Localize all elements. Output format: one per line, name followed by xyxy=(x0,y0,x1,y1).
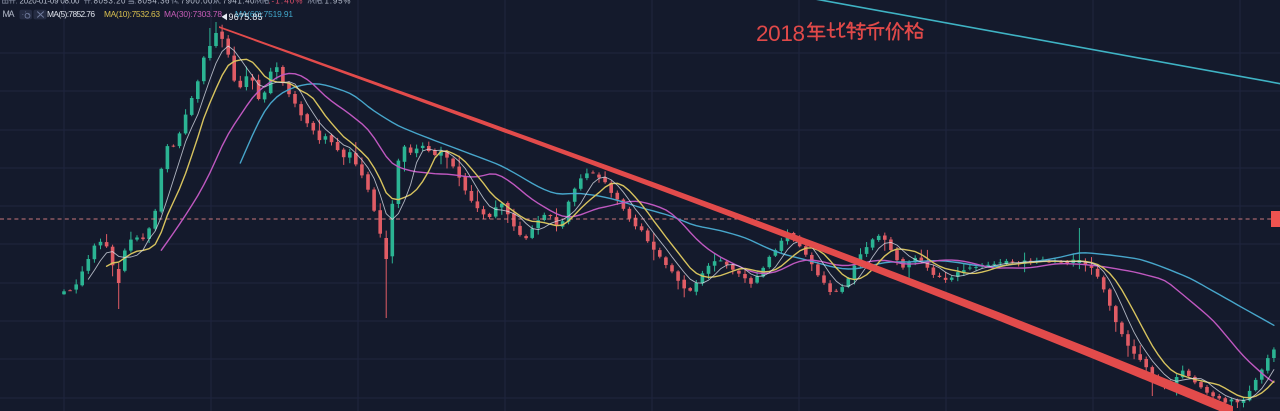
svg-text::: : xyxy=(269,0,271,6)
svg-text::: : xyxy=(91,0,93,6)
svg-text:MA(30):7303.78: MA(30):7303.78 xyxy=(164,9,222,19)
svg-text:7941.40: 7941.40 xyxy=(223,0,256,6)
svg-text:7900.00: 7900.00 xyxy=(181,0,214,6)
svg-text:MA(10):7532.63: MA(10):7532.63 xyxy=(104,9,160,19)
svg-text:-1.40%: -1.40% xyxy=(272,0,303,6)
svg-text::: : xyxy=(322,0,324,6)
svg-text::: : xyxy=(135,0,137,6)
svg-text:MA(5):7852.76: MA(5):7852.76 xyxy=(47,9,95,19)
svg-text:9675.85: 9675.85 xyxy=(229,12,263,22)
svg-text::: : xyxy=(178,0,180,6)
svg-text:2018: 2018 xyxy=(756,21,805,46)
svg-text::: : xyxy=(220,0,222,6)
svg-text:8054.36: 8054.36 xyxy=(138,0,171,6)
svg-text:MA(60):7519.91: MA(60):7519.91 xyxy=(235,9,293,19)
svg-text:1.95%: 1.95% xyxy=(325,0,351,6)
svg-text:8053.20: 8053.20 xyxy=(94,0,127,6)
svg-text:2020-01-09 08:00: 2020-01-09 08:00 xyxy=(20,0,81,6)
svg-text::: : xyxy=(16,0,18,6)
svg-text:MA: MA xyxy=(3,9,15,19)
